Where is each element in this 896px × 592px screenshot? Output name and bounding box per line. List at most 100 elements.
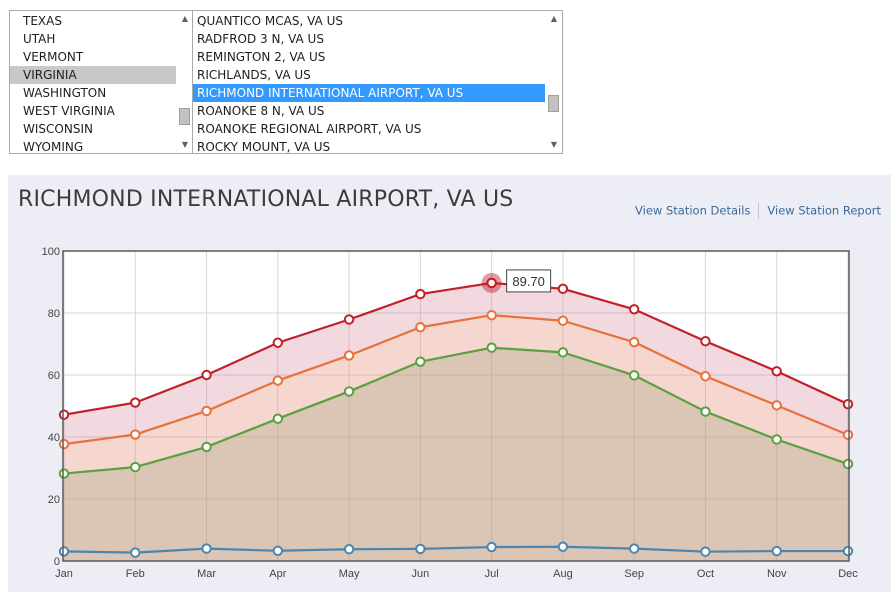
normal-point — [130, 429, 141, 440]
scroll-down-arrow-icon[interactable]: ▼ — [181, 140, 189, 149]
precip-point — [557, 541, 569, 552]
low-point — [130, 461, 141, 473]
low-point — [415, 356, 426, 367]
normal-point — [343, 350, 355, 361]
x-tick-label: Jul — [485, 568, 499, 580]
normal-point — [415, 322, 426, 333]
normal-point — [486, 309, 497, 321]
high-point — [415, 288, 426, 300]
plot-frame — [62, 250, 850, 562]
station-list-item[interactable]: ROANOKE REGIONAL AIRPORT, VA US — [197, 122, 422, 136]
link-divider — [758, 203, 760, 219]
x-tick-label: Oct — [697, 568, 714, 580]
low-point — [628, 370, 640, 381]
low-point — [486, 342, 497, 353]
state-list-item[interactable]: WISCONSIN — [23, 122, 93, 136]
x-tick-label: Jun — [411, 568, 429, 580]
tooltip: 89.70 — [506, 269, 552, 293]
high-point — [842, 398, 854, 410]
x-tick-label: Nov — [767, 568, 787, 580]
state-list-item[interactable]: VIRGINIA — [10, 66, 176, 84]
station-list-item[interactable]: REMINGTON 2, VA US — [197, 50, 326, 64]
station-links: View Station Details View Station Report — [635, 203, 881, 219]
high-line — [63, 281, 849, 416]
state-scroll-thumb[interactable] — [179, 108, 190, 125]
climate-chart: 0 20 40 60 80 100 Jan Feb Mar Apr May Jun Jul Aug Sep O… — [42, 246, 859, 580]
precip-point — [700, 546, 711, 557]
scroll-up-arrow-icon[interactable]: ▲ — [550, 14, 558, 23]
hover-point — [486, 277, 497, 289]
normal-point — [842, 429, 854, 441]
precip-point — [201, 543, 212, 554]
high-point — [557, 283, 569, 295]
state-list-item[interactable]: VERMONT — [23, 50, 84, 64]
y-tick-label: 20 — [48, 494, 60, 506]
precip-point — [842, 545, 854, 557]
normal-point — [58, 438, 70, 450]
high-point — [201, 369, 212, 381]
normal-point — [201, 405, 212, 417]
state-list-item[interactable]: UTAH — [23, 32, 56, 46]
high-point — [771, 366, 782, 377]
high-point — [343, 314, 355, 325]
station-list-item[interactable]: ROANOKE 8 N, VA US — [197, 104, 325, 118]
tooltip-box — [506, 269, 552, 293]
state-list: TEXAS UTAH VERMONT VIRGINIA WASHINGTON WEST V… — [10, 11, 193, 154]
precip-line — [63, 545, 848, 554]
low-point — [201, 441, 212, 453]
state-list-item[interactable]: WEST VIRGINIA — [23, 104, 115, 118]
station-list-item[interactable]: RICHLANDS, VA US — [197, 68, 311, 82]
y-tick-label: 60 — [48, 370, 60, 382]
x-tick-label: Dec — [838, 568, 858, 580]
station-list-item[interactable]: ROCKY MOUNT, VA US — [197, 140, 331, 154]
chart-panel: RICHMOND INTERNATIONAL AIRPORT, VA US Vi… — [8, 175, 891, 592]
low-point — [700, 406, 711, 417]
precip-point — [58, 546, 70, 557]
state-listbox[interactable]: TEXAS UTAH VERMONT VIRGINIA WASHINGTON WEST V… — [9, 10, 194, 154]
high-point — [130, 397, 141, 408]
station-list-item[interactable]: RADFROD 3 N, VA US — [197, 32, 324, 46]
view-station-report-link[interactable]: View Station Report — [767, 203, 881, 218]
station-scrollbar[interactable]: ▲ ▼ — [546, 11, 562, 153]
low-point — [557, 347, 569, 358]
state-list-item[interactable]: WYOMING — [23, 140, 84, 154]
precip-point — [415, 543, 426, 555]
normal-point — [771, 400, 782, 411]
normal-line — [63, 314, 849, 446]
x-tick-label: May — [339, 568, 360, 580]
station-list: QUANTICO MCAS, VA US RADFROD 3 N, VA US RE… — [193, 11, 562, 154]
station-scroll-thumb[interactable] — [548, 95, 559, 112]
view-station-details-link[interactable]: View Station Details — [635, 203, 751, 218]
scroll-down-arrow-icon[interactable]: ▼ — [550, 140, 558, 149]
precip-point — [628, 543, 640, 554]
low-point — [343, 386, 355, 397]
normal-point — [700, 371, 711, 382]
high-normal-band — [64, 282, 848, 445]
high-point — [700, 336, 711, 347]
state-list-item[interactable]: WASHINGTON — [23, 86, 107, 100]
y-tick-label: 100 — [42, 246, 60, 258]
high-point — [58, 409, 70, 420]
x-tick-label: Feb — [126, 568, 145, 580]
station-listbox[interactable]: QUANTICO MCAS, VA US RADFROD 3 N, VA US RE… — [192, 10, 563, 154]
low-point — [771, 434, 782, 445]
y-tick-label: 40 — [48, 432, 60, 444]
scroll-up-arrow-icon[interactable]: ▲ — [181, 14, 189, 23]
x-tick-label: Apr — [269, 568, 286, 580]
y-tick-label: 0 — [54, 556, 60, 568]
normal-low-band — [64, 315, 848, 474]
state-scrollbar[interactable]: ▲ ▼ — [177, 11, 193, 153]
precip-point — [272, 545, 284, 556]
x-tick-label: Sep — [624, 568, 644, 580]
low-point — [58, 468, 70, 479]
x-tick-label: Mar — [197, 568, 216, 580]
high-point — [272, 337, 284, 348]
station-list-item[interactable]: RICHMOND INTERNATIONAL AIRPORT, VA US — [193, 84, 545, 102]
y-tick-label: 80 — [48, 308, 60, 320]
station-list-item[interactable]: QUANTICO MCAS, VA US — [197, 14, 343, 28]
precip-point — [486, 541, 497, 553]
low-line — [63, 346, 849, 475]
high-point — [628, 304, 640, 315]
low-area — [64, 347, 848, 561]
state-list-item[interactable]: TEXAS — [23, 14, 62, 28]
